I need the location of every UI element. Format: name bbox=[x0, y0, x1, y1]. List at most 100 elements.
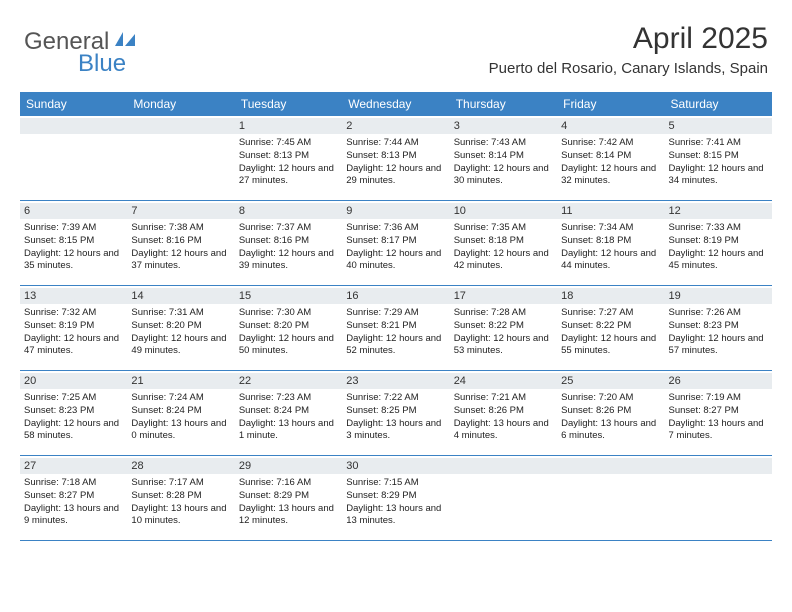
day-details: Sunrise: 7:27 AMSunset: 8:22 PMDaylight:… bbox=[561, 307, 660, 358]
daylight-line: Daylight: 12 hours and 27 minutes. bbox=[239, 163, 338, 189]
day-cell: 23Sunrise: 7:22 AMSunset: 8:25 PMDayligh… bbox=[342, 371, 449, 455]
sunset-line: Sunset: 8:24 PM bbox=[239, 405, 338, 418]
day-number: 1 bbox=[235, 118, 342, 134]
week-row: 6Sunrise: 7:39 AMSunset: 8:15 PMDaylight… bbox=[20, 201, 772, 286]
daylight-line: Daylight: 12 hours and 34 minutes. bbox=[669, 163, 768, 189]
sunset-line: Sunset: 8:17 PM bbox=[346, 235, 445, 248]
sunrise-line: Sunrise: 7:35 AM bbox=[454, 222, 553, 235]
daylight-line: Daylight: 13 hours and 12 minutes. bbox=[239, 503, 338, 529]
sunset-line: Sunset: 8:24 PM bbox=[131, 405, 230, 418]
sunrise-line: Sunrise: 7:17 AM bbox=[131, 477, 230, 490]
daylight-line: Daylight: 13 hours and 6 minutes. bbox=[561, 418, 660, 444]
day-details: Sunrise: 7:15 AMSunset: 8:29 PMDaylight:… bbox=[346, 477, 445, 528]
day-details: Sunrise: 7:31 AMSunset: 8:20 PMDaylight:… bbox=[131, 307, 230, 358]
day-number: 19 bbox=[665, 288, 772, 304]
daylight-line: Daylight: 12 hours and 50 minutes. bbox=[239, 333, 338, 359]
sunrise-line: Sunrise: 7:21 AM bbox=[454, 392, 553, 405]
day-number: 23 bbox=[342, 373, 449, 389]
day-number: 30 bbox=[342, 458, 449, 474]
day-number: 28 bbox=[127, 458, 234, 474]
day-number: 27 bbox=[20, 458, 127, 474]
daylight-line: Daylight: 13 hours and 9 minutes. bbox=[24, 503, 123, 529]
day-number: 4 bbox=[557, 118, 664, 134]
daylight-line: Daylight: 12 hours and 52 minutes. bbox=[346, 333, 445, 359]
day-number: 25 bbox=[557, 373, 664, 389]
day-details: Sunrise: 7:32 AMSunset: 8:19 PMDaylight:… bbox=[24, 307, 123, 358]
day-cell: 6Sunrise: 7:39 AMSunset: 8:15 PMDaylight… bbox=[20, 201, 127, 285]
sunrise-line: Sunrise: 7:22 AM bbox=[346, 392, 445, 405]
day-cell: 11Sunrise: 7:34 AMSunset: 8:18 PMDayligh… bbox=[557, 201, 664, 285]
sunset-line: Sunset: 8:21 PM bbox=[346, 320, 445, 333]
day-details: Sunrise: 7:43 AMSunset: 8:14 PMDaylight:… bbox=[454, 137, 553, 188]
sunset-line: Sunset: 8:26 PM bbox=[454, 405, 553, 418]
day-details: Sunrise: 7:45 AMSunset: 8:13 PMDaylight:… bbox=[239, 137, 338, 188]
day-number: 18 bbox=[557, 288, 664, 304]
day-number: 26 bbox=[665, 373, 772, 389]
daylight-line: Daylight: 12 hours and 30 minutes. bbox=[454, 163, 553, 189]
day-details: Sunrise: 7:38 AMSunset: 8:16 PMDaylight:… bbox=[131, 222, 230, 273]
sunrise-line: Sunrise: 7:24 AM bbox=[131, 392, 230, 405]
day-cell: 25Sunrise: 7:20 AMSunset: 8:26 PMDayligh… bbox=[557, 371, 664, 455]
sunrise-line: Sunrise: 7:42 AM bbox=[561, 137, 660, 150]
day-number: 17 bbox=[450, 288, 557, 304]
daylight-line: Daylight: 12 hours and 32 minutes. bbox=[561, 163, 660, 189]
logo-sails-icon bbox=[113, 30, 139, 48]
day-cell: 1 Sunrise: 7:45 AMSunset: 8:13 PMDaylight… bbox=[235, 116, 342, 200]
sunset-line: Sunset: 8:18 PM bbox=[454, 235, 553, 248]
sunrise-line: Sunrise: 7:39 AM bbox=[24, 222, 123, 235]
day-cell: 29Sunrise: 7:16 AMSunset: 8:29 PMDayligh… bbox=[235, 456, 342, 540]
day-header: Sunday bbox=[20, 92, 127, 116]
week-row: 27Sunrise: 7:18 AMSunset: 8:27 PMDayligh… bbox=[20, 456, 772, 541]
day-cell bbox=[557, 456, 664, 540]
sunrise-line: Sunrise: 7:29 AM bbox=[346, 307, 445, 320]
daylight-line: Daylight: 12 hours and 29 minutes. bbox=[346, 163, 445, 189]
day-cell: 2Sunrise: 7:44 AMSunset: 8:13 PMDaylight… bbox=[342, 116, 449, 200]
day-number: 11 bbox=[557, 203, 664, 219]
day-number: 7 bbox=[127, 203, 234, 219]
day-cell: 3Sunrise: 7:43 AMSunset: 8:14 PMDaylight… bbox=[450, 116, 557, 200]
day-cell bbox=[127, 116, 234, 200]
sunset-line: Sunset: 8:29 PM bbox=[239, 490, 338, 503]
day-number bbox=[665, 458, 772, 474]
location: Puerto del Rosario, Canary Islands, Spai… bbox=[489, 60, 768, 77]
daylight-line: Daylight: 12 hours and 55 minutes. bbox=[561, 333, 660, 359]
day-number: 15 bbox=[235, 288, 342, 304]
daylight-line: Daylight: 12 hours and 57 minutes. bbox=[669, 333, 768, 359]
daylight-line: Daylight: 12 hours and 49 minutes. bbox=[131, 333, 230, 359]
day-number: 13 bbox=[20, 288, 127, 304]
day-cell: 4Sunrise: 7:42 AMSunset: 8:14 PMDaylight… bbox=[557, 116, 664, 200]
daylight-line: Daylight: 12 hours and 35 minutes. bbox=[24, 248, 123, 274]
day-number bbox=[127, 118, 234, 134]
day-cell: 26Sunrise: 7:19 AMSunset: 8:27 PMDayligh… bbox=[665, 371, 772, 455]
sunrise-line: Sunrise: 7:16 AM bbox=[239, 477, 338, 490]
day-number: 2 bbox=[342, 118, 449, 134]
sunrise-line: Sunrise: 7:30 AM bbox=[239, 307, 338, 320]
day-cell: 9Sunrise: 7:36 AMSunset: 8:17 PMDaylight… bbox=[342, 201, 449, 285]
sunset-line: Sunset: 8:26 PM bbox=[561, 405, 660, 418]
day-number: 10 bbox=[450, 203, 557, 219]
day-cell: 17 Sunrise: 7:28 AMSunset: 8:22 PMDayligh… bbox=[450, 286, 557, 370]
day-details: Sunrise: 7:29 AMSunset: 8:21 PMDaylight:… bbox=[346, 307, 445, 358]
sunrise-line: Sunrise: 7:26 AM bbox=[669, 307, 768, 320]
daylight-line: Daylight: 12 hours and 44 minutes. bbox=[561, 248, 660, 274]
day-number: 21 bbox=[127, 373, 234, 389]
day-details: Sunrise: 7:26 AMSunset: 8:23 PMDaylight:… bbox=[669, 307, 768, 358]
day-number: 5 bbox=[665, 118, 772, 134]
sunrise-line: Sunrise: 7:34 AM bbox=[561, 222, 660, 235]
sunset-line: Sunset: 8:19 PM bbox=[24, 320, 123, 333]
daylight-line: Daylight: 13 hours and 13 minutes. bbox=[346, 503, 445, 529]
day-number: 9 bbox=[342, 203, 449, 219]
sunrise-line: Sunrise: 7:41 AM bbox=[669, 137, 768, 150]
sunset-line: Sunset: 8:16 PM bbox=[131, 235, 230, 248]
day-header: Saturday bbox=[665, 92, 772, 116]
header-right: April 2025 Puerto del Rosario, Canary Is… bbox=[489, 22, 768, 77]
daylight-line: Daylight: 12 hours and 42 minutes. bbox=[454, 248, 553, 274]
week-row: 20Sunrise: 7:25 AMSunset: 8:23 PMDayligh… bbox=[20, 371, 772, 456]
day-details: Sunrise: 7:28 AMSunset: 8:22 PMDaylight:… bbox=[454, 307, 553, 358]
day-number bbox=[20, 118, 127, 134]
day-cell: 12Sunrise: 7:33 AMSunset: 8:19 PMDayligh… bbox=[665, 201, 772, 285]
day-details: Sunrise: 7:24 AMSunset: 8:24 PMDaylight:… bbox=[131, 392, 230, 443]
daylight-line: Daylight: 13 hours and 4 minutes. bbox=[454, 418, 553, 444]
day-number: 6 bbox=[20, 203, 127, 219]
day-cell bbox=[665, 456, 772, 540]
